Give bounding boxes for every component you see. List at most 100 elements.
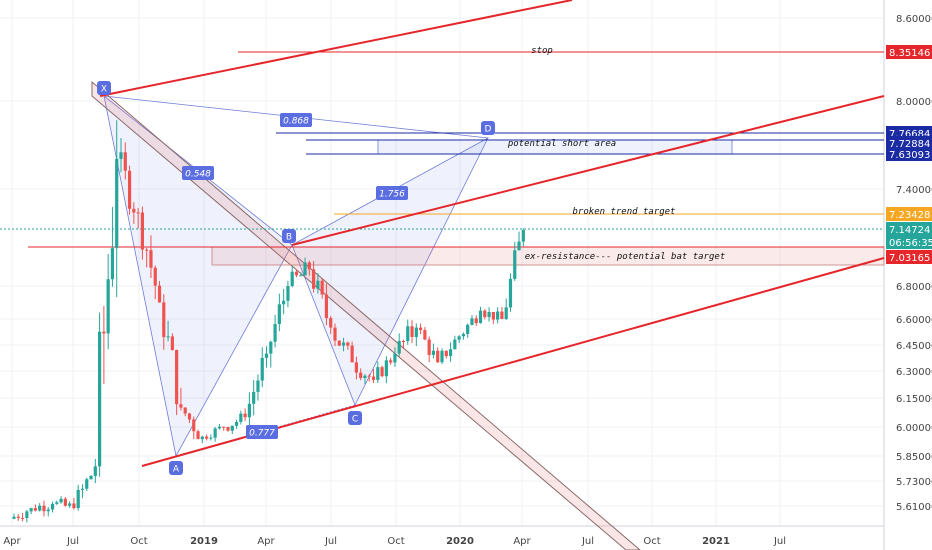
candle-body bbox=[483, 310, 487, 318]
annotation-text: potential short area bbox=[507, 139, 616, 149]
candle-body bbox=[102, 331, 106, 334]
candle-body bbox=[132, 208, 136, 213]
candle-body bbox=[286, 286, 290, 301]
candle-body bbox=[440, 350, 444, 363]
candle-body bbox=[63, 498, 67, 506]
pattern-point-label: A bbox=[173, 465, 180, 475]
candle-body bbox=[448, 349, 453, 357]
y-tick-label: 6.80000 bbox=[896, 282, 932, 293]
price-tag-label: 7.23428 bbox=[889, 210, 930, 221]
ratio-badge bbox=[376, 186, 408, 200]
y-tick-label: 6.15000 bbox=[896, 394, 932, 405]
candle-body bbox=[127, 170, 132, 209]
y-tick-label: 5.61000 bbox=[896, 502, 932, 513]
candle-body bbox=[59, 498, 63, 503]
pattern-point-badge bbox=[97, 81, 111, 95]
pattern-point-label: X bbox=[101, 85, 107, 95]
candle-body bbox=[491, 311, 495, 320]
price-tag-label: 7.63093 bbox=[889, 150, 930, 161]
y-tick-label: 6.00000 bbox=[896, 423, 932, 434]
candle-body bbox=[187, 413, 192, 420]
candle-body bbox=[230, 425, 234, 431]
pattern-point-label: D bbox=[485, 125, 492, 135]
candle-body bbox=[157, 285, 162, 303]
candle-body bbox=[470, 318, 474, 325]
candle-body bbox=[346, 342, 350, 346]
candle-body bbox=[123, 152, 127, 171]
candle-body bbox=[106, 279, 110, 334]
y-tick-label: 6.45000 bbox=[896, 341, 932, 352]
x-tick-label: Oct bbox=[643, 536, 660, 547]
candle-body bbox=[337, 340, 341, 346]
ratio-label: 1.756 bbox=[379, 190, 405, 200]
price-tag-label: 06:56:35 bbox=[889, 238, 932, 249]
candle-body bbox=[371, 376, 376, 380]
candle-body bbox=[252, 391, 256, 404]
candle-body bbox=[312, 269, 316, 289]
x-tick-label: Apr bbox=[513, 536, 531, 547]
candle-body bbox=[149, 250, 153, 268]
candle-body bbox=[419, 327, 423, 331]
price-tag-label: 8.35146 bbox=[889, 48, 930, 59]
x-tick-label: 2021 bbox=[702, 536, 730, 547]
candle-body bbox=[196, 431, 200, 440]
candle-body bbox=[350, 345, 354, 363]
candle-body bbox=[290, 271, 294, 286]
candle-body bbox=[16, 516, 20, 518]
x-tick-label: Oct bbox=[387, 536, 404, 547]
candle-body bbox=[260, 357, 264, 381]
candle-body bbox=[115, 158, 119, 249]
candle-body bbox=[487, 311, 491, 318]
price-tag bbox=[886, 147, 932, 161]
descending-channel bbox=[91, 80, 641, 550]
upper-trend-line bbox=[99, 0, 573, 97]
candle-body bbox=[25, 511, 29, 518]
candle-body bbox=[367, 375, 371, 377]
candle-body bbox=[209, 437, 213, 439]
candle-body bbox=[269, 341, 273, 354]
candle-body bbox=[183, 407, 187, 414]
candle-body bbox=[329, 318, 333, 328]
candle-body bbox=[145, 249, 149, 251]
candle-body bbox=[384, 360, 388, 377]
x-tick-label: Oct bbox=[130, 536, 147, 547]
candle-body bbox=[29, 508, 33, 512]
candle-body bbox=[273, 324, 277, 342]
candle-body bbox=[226, 427, 230, 431]
candle-body bbox=[307, 262, 311, 270]
x-tick-label: 2020 bbox=[446, 536, 474, 547]
x-tick-label: 2019 bbox=[190, 536, 218, 547]
y-tick-label: 5.85000 bbox=[896, 452, 932, 463]
candle-body bbox=[316, 280, 320, 289]
candle-body bbox=[20, 517, 25, 519]
y-tick-label: 5.73000 bbox=[896, 477, 932, 488]
candle-body bbox=[243, 413, 247, 418]
candle-body bbox=[406, 326, 410, 342]
y-tick-label: 8.00000 bbox=[896, 97, 932, 108]
candle-body bbox=[389, 360, 393, 363]
candle-body bbox=[153, 267, 157, 286]
candle-body bbox=[436, 350, 440, 363]
x-tick-label: Jul bbox=[324, 536, 337, 547]
price-tag bbox=[886, 136, 932, 150]
candle-body bbox=[423, 330, 427, 340]
candle-body bbox=[513, 250, 517, 279]
candle-body bbox=[192, 419, 196, 432]
candle-body bbox=[136, 212, 140, 214]
price-tag bbox=[886, 222, 932, 236]
candle-body bbox=[397, 341, 401, 354]
candle-body bbox=[170, 336, 174, 350]
candle-body bbox=[119, 152, 123, 159]
candle-body bbox=[217, 426, 222, 429]
price-tag-label: 7.14724 bbox=[889, 225, 930, 236]
candle-body bbox=[76, 489, 80, 509]
annotation-text: stop bbox=[531, 46, 553, 56]
candle-body bbox=[80, 488, 85, 490]
candle-body bbox=[508, 278, 513, 308]
candle-body bbox=[453, 339, 457, 350]
candle-body bbox=[363, 375, 367, 379]
candle-body bbox=[12, 516, 16, 519]
candle-body bbox=[320, 280, 324, 295]
